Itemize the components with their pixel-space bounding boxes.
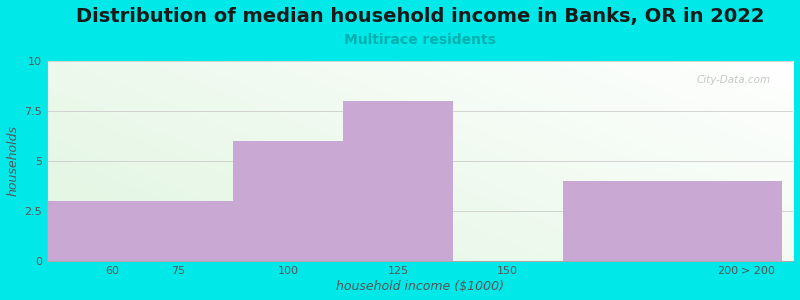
Bar [343, 101, 453, 261]
Text: Multirace residents: Multirace residents [344, 33, 496, 47]
Bar [234, 141, 343, 261]
Bar [672, 181, 782, 261]
Bar [562, 181, 672, 261]
X-axis label: household income ($1000): household income ($1000) [336, 280, 504, 293]
Title: Distribution of median household income in Banks, OR in 2022: Distribution of median household income … [76, 7, 764, 26]
Bar [46, 201, 146, 261]
Bar [146, 201, 234, 261]
Text: City-Data.com: City-Data.com [697, 75, 770, 85]
Y-axis label: households: households [7, 125, 20, 196]
